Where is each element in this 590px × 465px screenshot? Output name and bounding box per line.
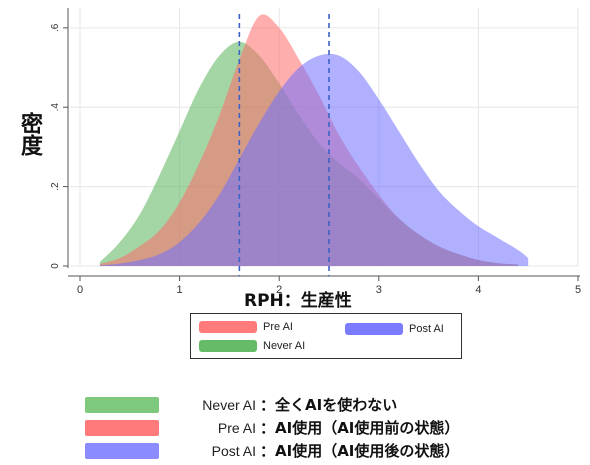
axes: [67, 8, 580, 277]
legend-item-post-ai: Post AI: [345, 322, 444, 336]
y-tick-label-3: .6: [50, 23, 61, 32]
y-tick-label-2: .4: [50, 103, 61, 112]
legend-label-never-ai: Never AI: [263, 340, 306, 352]
explanation-swatch-post-ai: [85, 443, 159, 459]
reference-lines: [238, 14, 330, 276]
explanation-desc-pre-ai: ：AI使用（AI使用前の状態）: [260, 419, 460, 437]
legend-swatch-post-ai: [345, 323, 403, 335]
legend-swatch-pre-ai: [199, 321, 257, 333]
y-tick-label-1: .2: [50, 182, 61, 191]
x-tick-label-5: 5: [575, 284, 581, 296]
explanation-row-post-ai: Post AI ：AI使用（AI使用後の状態）: [85, 440, 585, 463]
x-tick-label-3: 3: [376, 284, 382, 296]
explanation-name-post-ai: Post AI: [211, 443, 256, 459]
x-tick-label-4: 4: [475, 284, 481, 296]
legend-item-never-ai: Never AI: [199, 339, 305, 353]
density-areas: [99, 14, 529, 267]
legend-swatch-never-ai: [199, 340, 257, 352]
density-chart: 0 1 2 3 4 5 0 .2 .4 .6: [50, 8, 582, 296]
x-tick-label-1: 1: [177, 284, 183, 296]
legend-label-pre-ai: Pre AI: [263, 321, 293, 333]
explanation-name-pre-ai: Pre AI: [217, 420, 256, 436]
x-tick-label-0: 0: [77, 284, 83, 296]
explanation-desc-post-ai: ：AI使用（AI使用後の状態）: [260, 442, 460, 460]
explanation-name-never-ai: Never AI: [202, 397, 256, 413]
x-axis-title: RPH：生産性: [244, 291, 352, 311]
density-area-post-ai: [99, 53, 529, 266]
tick-labels: 0 1 2 3 4 5 0 .2 .4 .6: [50, 23, 581, 296]
explanation-row-pre-ai: Pre AI ：AI使用（AI使用前の状態）: [85, 417, 585, 440]
legend-item-pre-ai: Pre AI: [199, 320, 293, 334]
y-tick-label-0: 0: [50, 263, 61, 269]
chart-legend: Pre AI Post AI Never AI: [190, 313, 462, 359]
explanation-row-never-ai: Never AI ：全くAIを使わない: [85, 394, 585, 417]
legend-label-post-ai: Post AI: [409, 323, 444, 335]
explanation-legend: Never AI ：全くAIを使わない Pre AI ：AI使用（AI使用前の状…: [85, 394, 585, 463]
explanation-swatch-never-ai: [85, 397, 159, 413]
x-tick-label-2: 2: [276, 284, 282, 296]
explanation-swatch-pre-ai: [85, 420, 159, 436]
explanation-desc-never-ai: ：全くAIを使わない: [260, 396, 398, 414]
y-axis-title: 密度: [17, 112, 42, 156]
